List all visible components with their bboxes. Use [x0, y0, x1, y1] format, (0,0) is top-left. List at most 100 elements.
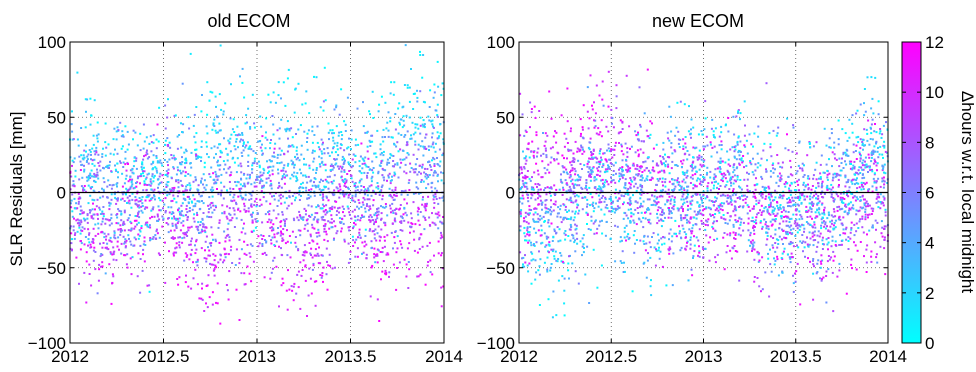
scatter-point	[123, 162, 125, 164]
scatter-point	[600, 148, 602, 150]
scatter-point	[81, 210, 83, 212]
scatter-point	[217, 282, 219, 284]
scatter-point	[316, 232, 318, 234]
scatter-point	[112, 246, 114, 248]
scatter-point	[316, 236, 318, 238]
scatter-point	[79, 223, 81, 225]
scatter-point	[642, 226, 644, 228]
scatter-point	[761, 212, 763, 214]
scatter-point	[719, 136, 721, 138]
scatter-point	[378, 110, 380, 112]
scatter-point	[303, 164, 305, 166]
scatter-point	[322, 281, 324, 283]
scatter-point	[883, 141, 885, 143]
scatter-point	[201, 200, 203, 202]
scatter-point	[646, 277, 648, 279]
scatter-point	[90, 244, 92, 246]
scatter-point	[320, 106, 322, 108]
scatter-point	[434, 163, 436, 165]
scatter-point	[239, 210, 241, 212]
scatter-point	[427, 174, 429, 176]
scatter-point	[559, 228, 561, 230]
scatter-point	[643, 201, 645, 203]
scatter-point	[86, 218, 88, 220]
scatter-point	[845, 164, 847, 166]
scatter-point	[865, 216, 867, 218]
scatter-point	[527, 270, 529, 272]
scatter-point	[392, 137, 394, 139]
scatter-point	[294, 164, 296, 166]
scatter-point	[338, 168, 340, 170]
scatter-point	[245, 210, 247, 212]
scatter-point	[400, 220, 402, 222]
scatter-point	[870, 107, 872, 109]
scatter-point	[777, 127, 779, 129]
scatter-point	[381, 218, 383, 220]
scatter-point	[303, 131, 305, 133]
scatter-point	[197, 226, 199, 228]
scatter-point	[393, 264, 395, 266]
scatter-point	[428, 217, 430, 219]
scatter-point	[341, 144, 343, 146]
scatter-point	[247, 183, 249, 185]
scatter-point	[321, 272, 323, 274]
scatter-point	[127, 234, 129, 236]
scatter-point	[97, 199, 99, 201]
scatter-point	[187, 116, 189, 118]
scatter-point	[193, 277, 195, 279]
scatter-point	[433, 207, 435, 209]
scatter-point	[207, 255, 209, 257]
scatter-point	[179, 246, 181, 248]
scatter-point	[82, 212, 84, 214]
scatter-point	[206, 132, 208, 134]
scatter-point	[96, 213, 98, 215]
scatter-point	[306, 198, 308, 200]
scatter-point	[230, 219, 232, 221]
scatter-point	[172, 200, 174, 202]
scatter-point	[180, 222, 182, 224]
scatter-point	[317, 125, 319, 127]
scatter-point	[100, 255, 102, 257]
scatter-point	[194, 221, 196, 223]
scatter-point	[280, 194, 282, 196]
scatter-point	[849, 186, 851, 188]
scatter-point	[103, 190, 105, 192]
scatter-point	[551, 263, 553, 265]
scatter-point	[153, 142, 155, 144]
scatter-point	[410, 212, 412, 214]
scatter-point	[411, 226, 413, 228]
scatter-point	[248, 199, 250, 201]
old-ecom-title: old ECOM	[207, 11, 290, 31]
scatter-point	[338, 190, 340, 192]
scatter-point	[389, 205, 391, 207]
scatter-point	[244, 253, 246, 255]
scatter-point	[704, 146, 706, 148]
scatter-point	[870, 256, 872, 258]
scatter-point	[185, 234, 187, 236]
scatter-point	[224, 212, 226, 214]
scatter-point	[268, 213, 270, 215]
scatter-point	[375, 255, 377, 257]
scatter-point	[671, 161, 673, 163]
scatter-point	[371, 176, 373, 178]
scatter-point	[703, 160, 705, 162]
scatter-point	[646, 130, 648, 132]
scatter-point	[274, 148, 276, 150]
scatter-point	[427, 116, 429, 118]
scatter-point	[686, 242, 688, 244]
scatter-point	[208, 274, 210, 276]
scatter-point	[706, 174, 708, 176]
scatter-point	[379, 240, 381, 242]
scatter-point	[719, 166, 721, 168]
scatter-point	[107, 179, 109, 181]
scatter-point	[285, 218, 287, 220]
scatter-point	[170, 230, 172, 232]
scatter-point	[151, 183, 153, 185]
scatter-point	[813, 265, 815, 267]
scatter-point	[703, 128, 705, 130]
scatter-point	[881, 220, 883, 222]
scatter-point	[139, 197, 141, 199]
scatter-point	[824, 223, 826, 225]
scatter-point	[216, 116, 218, 118]
scatter-point	[395, 129, 397, 131]
